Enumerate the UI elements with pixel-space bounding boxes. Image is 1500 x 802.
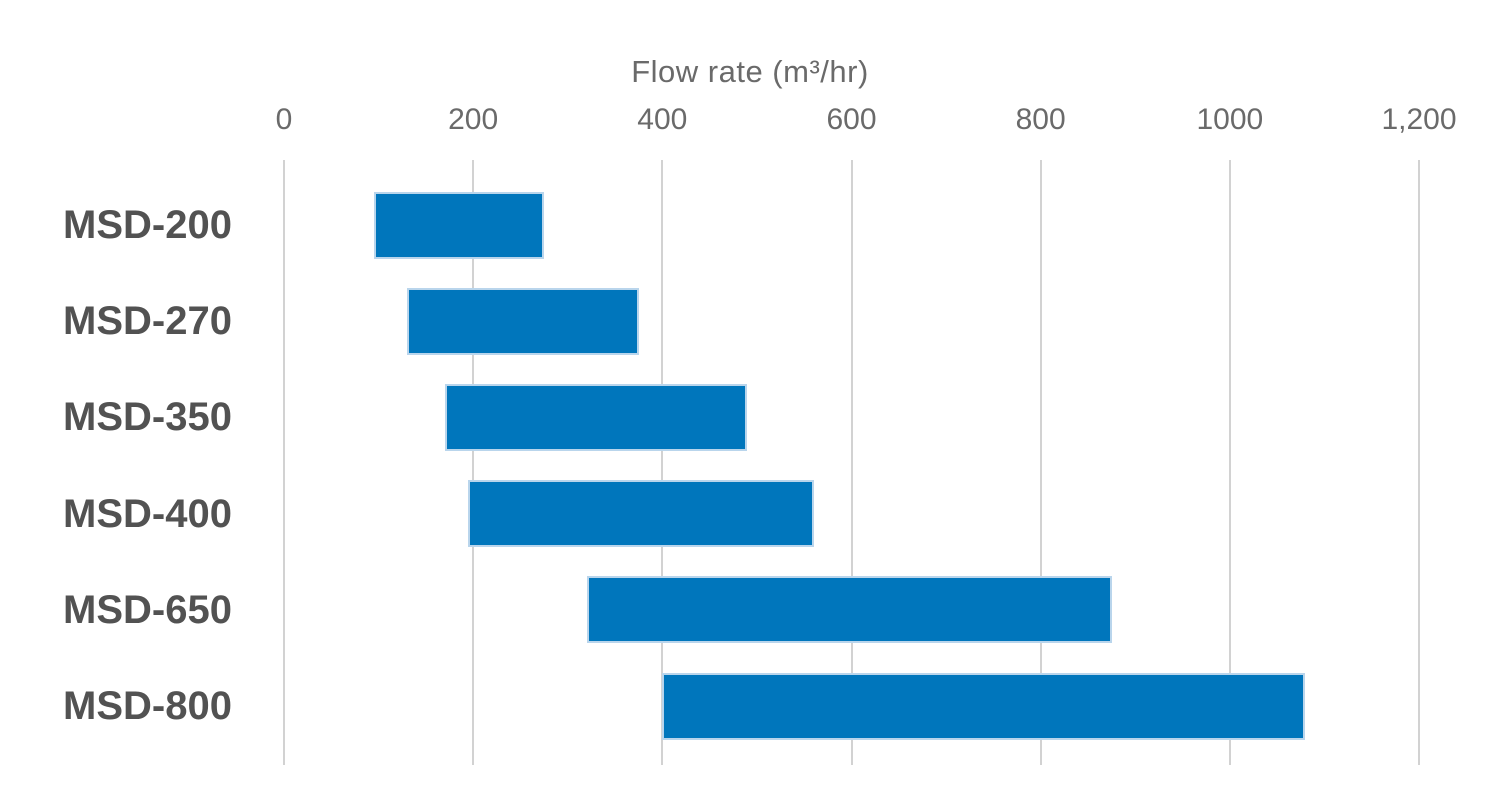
category-label-msd-800: MSD-800	[63, 684, 232, 728]
gridline-600	[850, 160, 853, 765]
x-tick-label-600: 600	[826, 103, 877, 136]
range-bar-msd-350	[444, 383, 748, 451]
gridline-1000	[1228, 160, 1231, 765]
category-label-msd-350: MSD-350	[63, 395, 232, 440]
range-bar-msd-400	[468, 480, 814, 548]
x-tick-label-1000: 1000	[1196, 103, 1264, 136]
category-label-msd-650: MSD-650	[63, 587, 232, 632]
range-bar-msd-650	[586, 576, 1112, 644]
category-label-msd-200: MSD-200	[63, 203, 232, 247]
gridline-1200	[1418, 160, 1420, 765]
range-bar-msd-200	[373, 191, 545, 259]
gridline-0	[283, 160, 285, 765]
category-label-msd-400: MSD-400	[63, 491, 232, 536]
range-bar-msd-270	[406, 287, 639, 355]
range-bar-msd-800	[662, 672, 1306, 740]
gridline-200	[472, 160, 475, 765]
gridline-400	[661, 160, 664, 765]
x-tick-label-200: 200	[448, 103, 499, 136]
gridline-800	[1039, 160, 1042, 765]
x-tick-label-400: 400	[637, 103, 688, 136]
x-tick-label-0: 0	[275, 103, 293, 136]
category-label-msd-270: MSD-270	[63, 299, 232, 344]
x-axis-title: Flow rate (m³/hr)	[631, 54, 869, 89]
x-tick-label-800: 800	[1015, 103, 1066, 136]
x-tick-label-1200: 1,200	[1381, 103, 1457, 136]
